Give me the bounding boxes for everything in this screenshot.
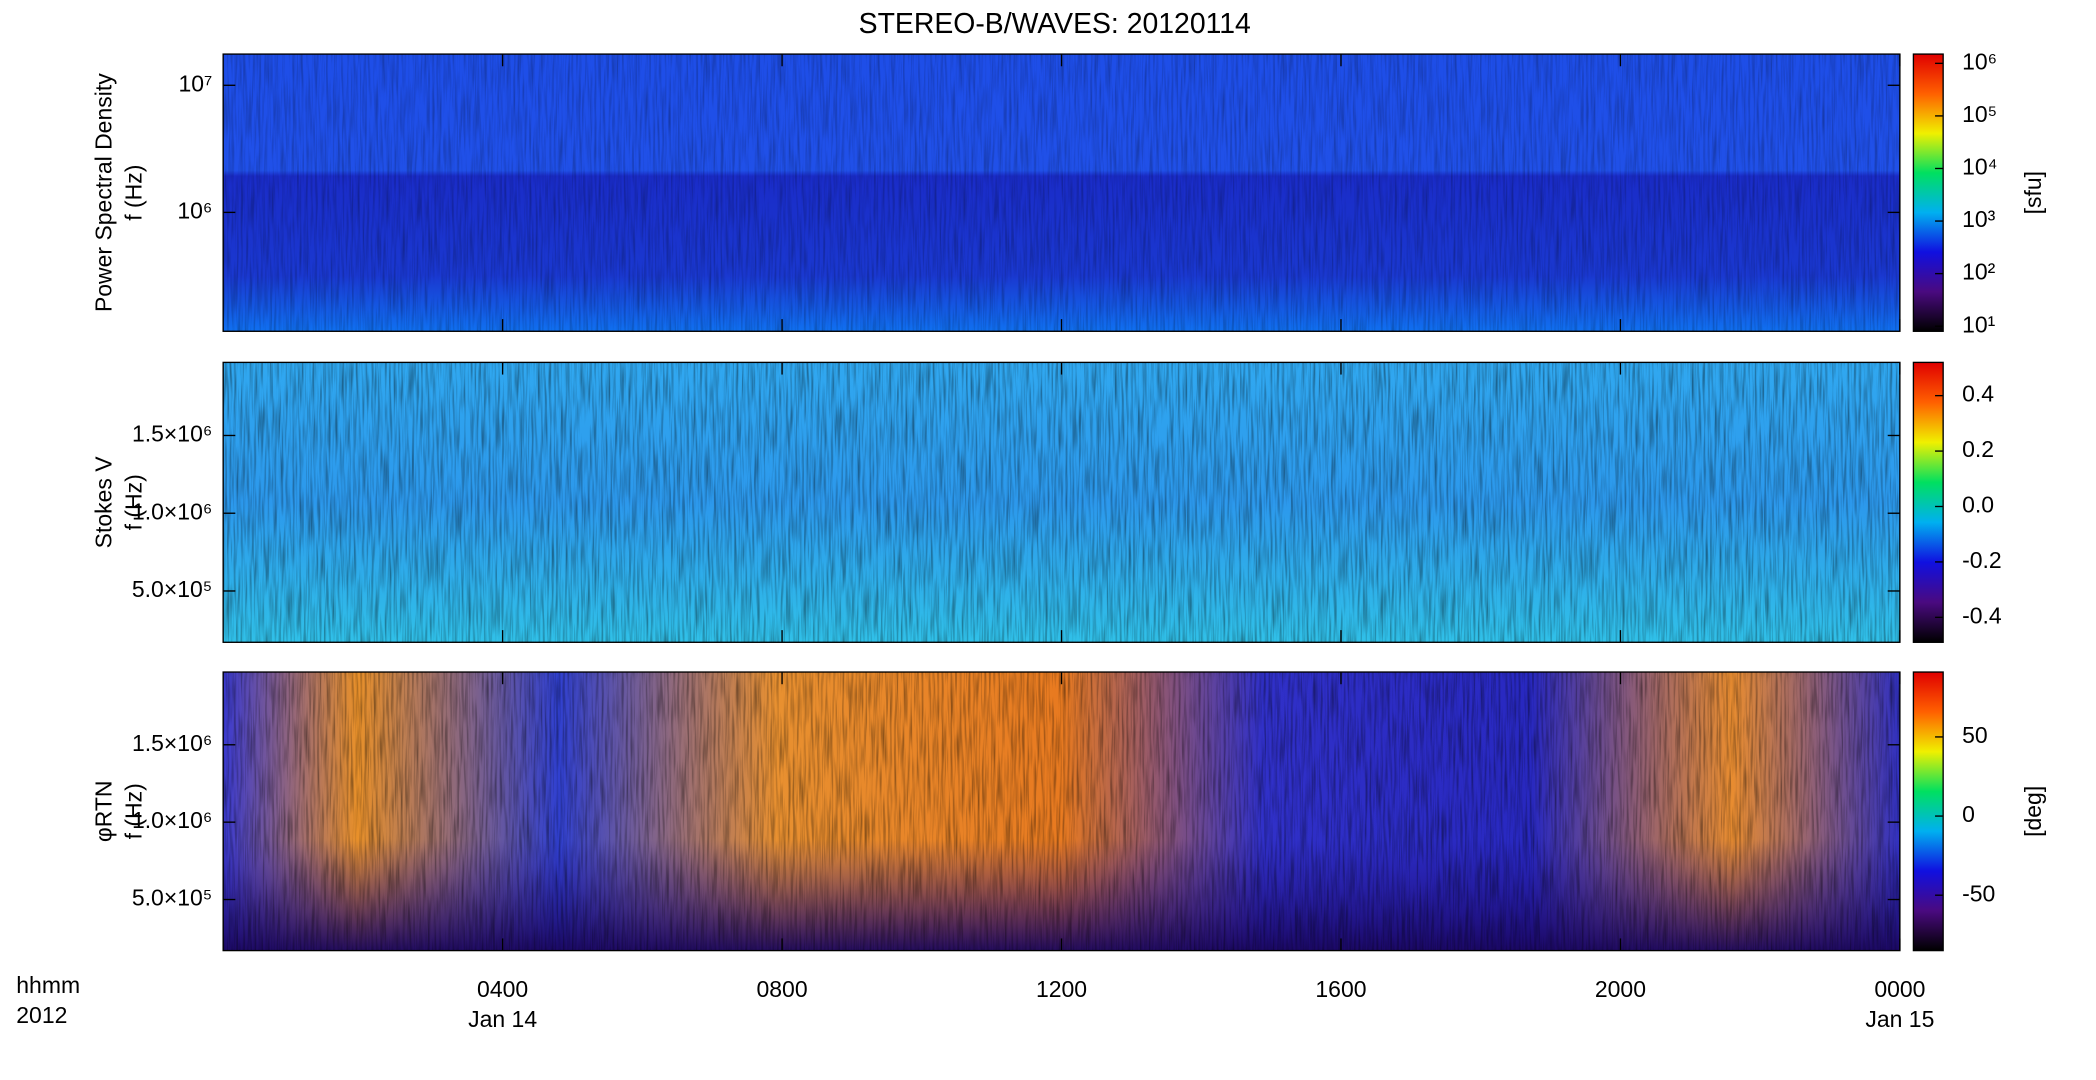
x-tick-label: 2000 (1595, 976, 1646, 1002)
spectrogram-texture (223, 54, 1900, 332)
y-axis-label: Power Spectral Density (91, 73, 117, 312)
x-tick-label: 0000 (1874, 976, 1925, 1002)
x-tick-label: 1600 (1315, 976, 1366, 1002)
colorbar-tick-label: 0.0 (1962, 492, 1994, 518)
colorbar-tick-label: 10⁵ (1962, 101, 1997, 127)
x-tick-label: 0800 (757, 976, 808, 1002)
spectrogram-texture (223, 362, 1900, 643)
y-tick-label: 5.0×10⁵ (132, 576, 212, 602)
y-axis-label: f (Hz) (120, 783, 146, 839)
colorbar-tick-label: 0.2 (1962, 436, 1994, 462)
colorbar-tick-label: 10⁶ (1962, 48, 1997, 74)
y-tick-label: 1.5×10⁶ (132, 730, 212, 756)
y-axis-label: Stokes V (91, 456, 117, 549)
x-axis-label: hhmm (16, 972, 80, 998)
colorbar-label: [deg] (2020, 786, 2046, 837)
y-axis-label: f (Hz) (120, 165, 146, 221)
colorbar-tick-label: 10² (1962, 259, 1996, 285)
y-tick-label: 1.5×10⁶ (132, 421, 212, 447)
spectrogram-texture (223, 672, 1900, 951)
colorbar-tick-label: 0.4 (1962, 381, 1994, 407)
colorbar-label: [sfu] (2020, 171, 2046, 214)
colorbar-tick-label: 10¹ (1962, 311, 1996, 337)
colorbar-tick-label: -0.4 (1962, 602, 2002, 628)
colorbar (1912, 361, 1944, 643)
y-axis-label: φRTN (91, 780, 117, 842)
colorbar-tick-label: 50 (1962, 722, 1988, 748)
colorbar-tick-label: 10³ (1962, 206, 1996, 232)
y-tick-label: 1.0×10⁶ (132, 498, 212, 524)
x-axis-label: 2012 (16, 1002, 67, 1028)
x-tick-label: 1200 (1036, 976, 1087, 1002)
y-tick-label: 10⁷ (178, 70, 212, 96)
y-tick-label: 10⁶ (177, 197, 212, 223)
chart-title: STEREO-B/WAVES: 20120114 (859, 8, 1251, 40)
colorbar-tick-label: 10⁴ (1962, 154, 1997, 180)
y-tick-label: 5.0×10⁵ (132, 885, 212, 911)
colorbar-tick-label: 0 (1962, 801, 1975, 827)
colorbar-tick-label: -50 (1962, 880, 1995, 906)
colorbar (1912, 53, 1944, 332)
x-tick-label: 0400 (477, 976, 528, 1002)
x-date-label: Jan 14 (468, 1006, 537, 1032)
y-axis-label: f (Hz) (120, 474, 146, 530)
colorbar-tick-label: -0.2 (1962, 547, 2002, 573)
colorbar (1912, 671, 1944, 952)
x-date-label: Jan 15 (1865, 1006, 1934, 1032)
y-tick-label: 1.0×10⁶ (132, 807, 212, 833)
